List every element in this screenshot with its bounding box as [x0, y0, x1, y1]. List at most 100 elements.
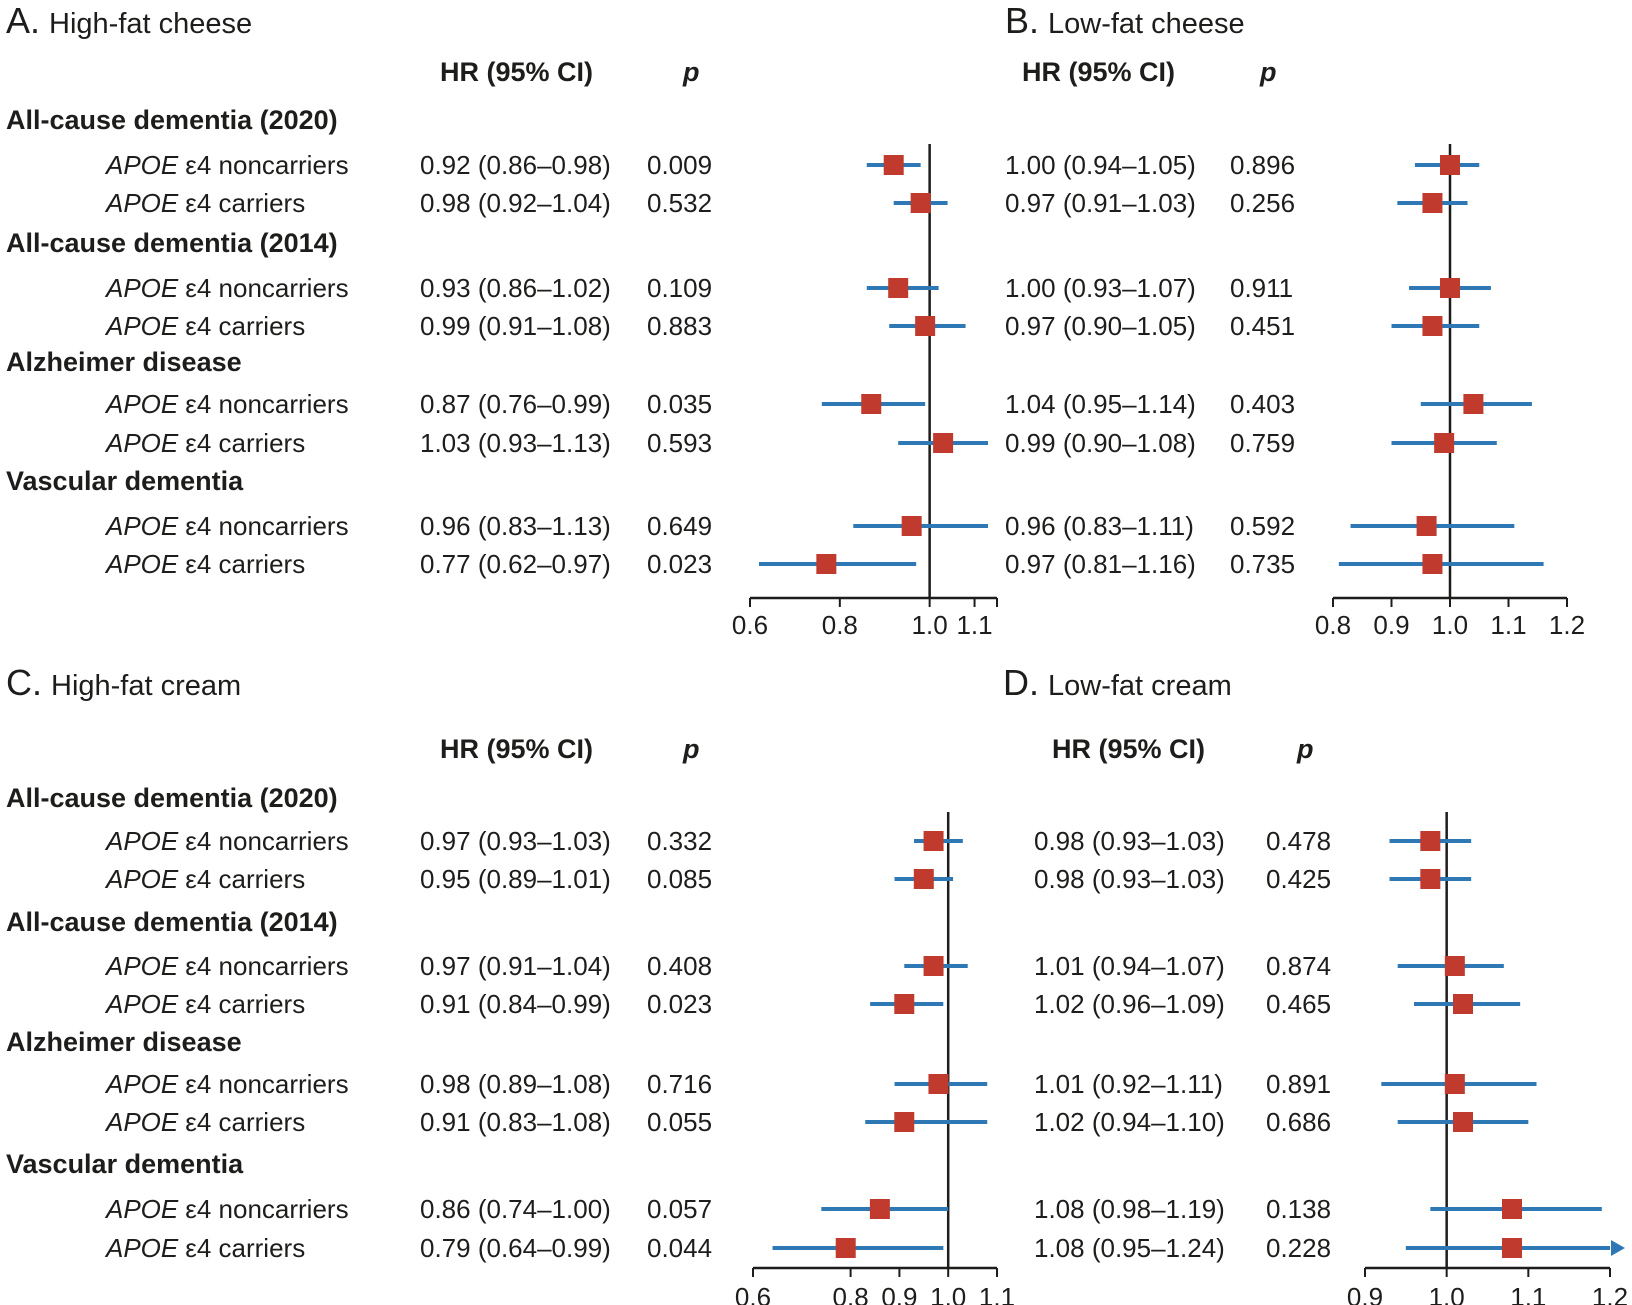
panel-letter: A.	[6, 0, 41, 41]
hr-value: 0.92 (0.86–0.98)	[420, 150, 611, 180]
forest-plot: 0.8 0.9 1.0 1.1 1.2	[1315, 144, 1585, 640]
panel-letter: D.	[1003, 662, 1039, 703]
tick-label: 0.8	[833, 1282, 869, 1305]
carrier-status-label: ε4 noncarriers	[185, 150, 349, 180]
tick-label: 0.9	[881, 1282, 917, 1305]
point-marker	[1502, 1199, 1522, 1219]
hr-value: 0.97 (0.81–1.16)	[1005, 549, 1196, 579]
tick-label: 1.2	[1592, 1282, 1628, 1305]
forest-plot: 0.6 0.8 0.9 1.0 1.1	[735, 812, 1015, 1305]
carrier-status-label: ε4 noncarriers	[185, 1194, 349, 1224]
panel-title-text: High-fat cheese	[49, 8, 253, 40]
carrier-status-label: ε4 carriers	[185, 428, 306, 458]
p-column-header: p	[683, 734, 700, 764]
gene-name: APOE	[106, 864, 179, 894]
p-value: 0.425	[1266, 864, 1332, 894]
hr-value: 0.77 (0.62–0.97)	[420, 549, 611, 579]
hr-column-header: HR (95% CI)	[1052, 734, 1206, 764]
p-value: 0.451	[1230, 311, 1296, 341]
p-value: 0.228	[1266, 1233, 1332, 1263]
p-value: 0.055	[647, 1107, 713, 1137]
gene-name: APOE	[106, 150, 179, 180]
group-header: Vascular dementia	[6, 466, 244, 496]
panel-title: A. High-fat cheese	[6, 2, 252, 40]
p-value: 0.044	[647, 1233, 713, 1263]
arrow-right-icon	[1611, 1240, 1625, 1256]
carrier-status-label: ε4 noncarriers	[185, 511, 349, 541]
row-label: APOE ε4 carriers	[106, 427, 305, 460]
carrier-status-label: ε4 carriers	[185, 864, 306, 894]
hr-value: 0.79 (0.64–0.99)	[420, 1233, 611, 1263]
point-marker	[915, 316, 936, 336]
panel-title-text: Low-fat cream	[1048, 670, 1232, 702]
p-value: 0.896	[1230, 150, 1296, 180]
point-marker	[1422, 316, 1443, 336]
hr-value: 1.01 (0.92–1.11)	[1034, 1069, 1223, 1099]
forest-plot: 0.9 1.0 1.1 1.2	[1347, 812, 1628, 1305]
carrier-status-label: ε4 carriers	[185, 311, 306, 341]
hr-value: 1.08 (0.98–1.19)	[1034, 1194, 1225, 1224]
forest-plot: 0.6 0.8 1.0 1.1	[732, 144, 998, 640]
point-marker	[888, 278, 909, 298]
point-marker	[1463, 394, 1484, 414]
row-label: APOE ε4 noncarriers	[106, 1068, 349, 1101]
p-value: 0.759	[1230, 428, 1296, 458]
point-marker	[923, 831, 944, 851]
row-label: APOE ε4 carriers	[106, 310, 305, 343]
carrier-status-label: ε4 carriers	[185, 1233, 306, 1263]
gene-name: APOE	[106, 389, 179, 419]
hr-value: 1.00 (0.94–1.05)	[1005, 150, 1196, 180]
point-marker	[816, 554, 837, 574]
hr-value: 1.02 (0.94–1.10)	[1034, 1107, 1225, 1137]
p-value: 0.911	[1230, 273, 1294, 303]
hr-value: 0.87 (0.76–0.99)	[420, 389, 611, 419]
p-value: 0.256	[1230, 188, 1296, 218]
tick-label: 0.9	[1373, 610, 1409, 640]
tick-label: 1.1	[979, 1282, 1015, 1305]
point-marker	[901, 516, 922, 536]
point-marker	[1420, 831, 1441, 851]
hr-value: 0.95 (0.89–1.01)	[420, 864, 611, 894]
group-header: All-cause dementia (2020)	[6, 105, 338, 135]
p-value: 0.138	[1266, 1194, 1332, 1224]
hr-value: 0.97 (0.90–1.05)	[1005, 311, 1196, 341]
gene-name: APOE	[106, 273, 179, 303]
hr-value: 0.91 (0.83–1.08)	[420, 1107, 611, 1137]
row-label: APOE ε4 noncarriers	[106, 1193, 349, 1226]
point-marker	[1434, 433, 1455, 453]
gene-name: APOE	[106, 1194, 179, 1224]
p-value: 0.883	[647, 311, 713, 341]
carrier-status-label: ε4 noncarriers	[185, 826, 349, 856]
point-marker	[1502, 1238, 1522, 1258]
panel-title: B. Low-fat cheese	[1005, 2, 1245, 40]
row-label: APOE ε4 noncarriers	[106, 950, 349, 983]
hr-value: 0.98 (0.93–1.03)	[1034, 826, 1225, 856]
tick-label: 1.1	[1510, 1282, 1546, 1305]
row-label: APOE ε4 noncarriers	[106, 510, 349, 543]
tick-label: 0.6	[732, 610, 768, 640]
p-value: 0.716	[647, 1069, 713, 1099]
point-marker	[923, 956, 944, 976]
hr-value: 0.98 (0.93–1.03)	[1034, 864, 1225, 894]
carrier-status-label: ε4 carriers	[185, 1107, 306, 1137]
panel-title: C. High-fat cream	[6, 664, 241, 702]
hr-value: 0.99 (0.90–1.08)	[1005, 428, 1196, 458]
point-marker	[835, 1238, 856, 1258]
gene-name: APOE	[106, 1107, 179, 1137]
hr-column-header: HR (95% CI)	[1022, 57, 1176, 87]
point-marker	[1453, 1112, 1473, 1132]
row-label: APOE ε4 noncarriers	[106, 272, 349, 305]
panel-high-fat-cream: C. High-fat cream HR (95% CI) p All-cause…	[0, 640, 1020, 1305]
panel-title-text: Low-fat cheese	[1048, 8, 1245, 40]
p-value: 0.023	[647, 989, 713, 1019]
group-header: All-cause dementia (2014)	[6, 228, 338, 258]
p-value: 0.593	[647, 428, 713, 458]
gene-name: APOE	[106, 826, 179, 856]
p-column-header: p	[683, 57, 700, 87]
row-label: APOE ε4 noncarriers	[106, 388, 349, 421]
p-value: 0.332	[647, 826, 713, 856]
p-value: 0.109	[647, 273, 713, 303]
p-value: 0.592	[1230, 511, 1296, 541]
p-value: 0.023	[647, 549, 713, 579]
hr-value: 0.98 (0.92–1.04)	[420, 188, 611, 218]
